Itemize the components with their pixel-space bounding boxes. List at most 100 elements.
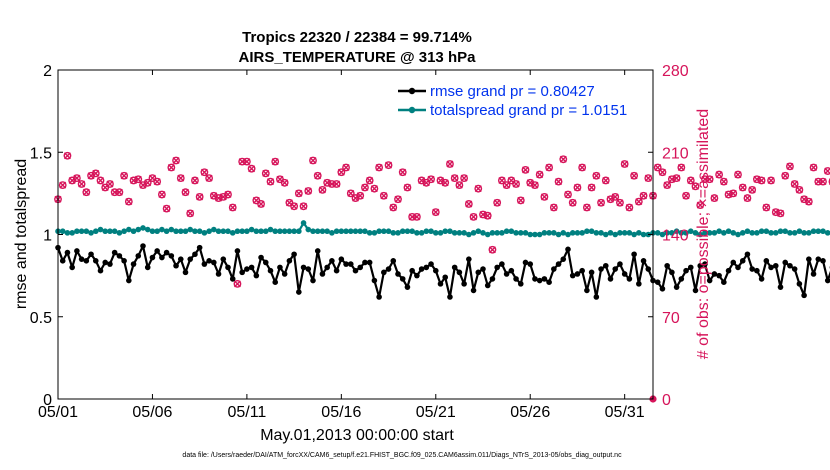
rmse-point bbox=[211, 259, 217, 266]
obs-possible-marker bbox=[398, 168, 407, 177]
obs-possible-marker bbox=[677, 163, 686, 172]
rmse-point bbox=[329, 258, 335, 264]
rmse-point bbox=[196, 244, 203, 251]
obs-assimilated-marker bbox=[418, 176, 426, 184]
rmse-point bbox=[404, 284, 411, 290]
totalspread-point bbox=[607, 230, 614, 236]
obs-possible-marker bbox=[705, 175, 714, 184]
totalspread-point bbox=[59, 228, 66, 235]
obs-possible-marker bbox=[719, 177, 728, 186]
obs-possible-marker bbox=[502, 181, 511, 190]
rmse-point bbox=[83, 258, 90, 264]
rmse-point bbox=[126, 277, 132, 284]
rmse-point bbox=[74, 248, 80, 254]
obs-possible-marker bbox=[620, 160, 629, 168]
obs-possible-marker bbox=[346, 189, 355, 198]
rmse-point bbox=[697, 262, 704, 269]
obs-assimilated-marker bbox=[602, 176, 610, 184]
rmse-point bbox=[470, 287, 477, 294]
obs-assimilated-marker bbox=[795, 186, 803, 194]
totalspread-point bbox=[272, 228, 279, 235]
totalspread-point bbox=[569, 230, 576, 236]
totalspread-point bbox=[669, 230, 675, 236]
obs-assimilated-marker bbox=[210, 192, 218, 200]
rmse-line bbox=[56, 244, 830, 299]
obs-assimilated-marker bbox=[375, 164, 383, 172]
rmse-point bbox=[163, 249, 170, 256]
rmse-point bbox=[267, 267, 274, 274]
rmse-point bbox=[739, 258, 746, 264]
totalspread-point bbox=[149, 228, 156, 235]
totalspread-point bbox=[551, 230, 557, 236]
rmse-point bbox=[612, 266, 619, 272]
totalspread-point bbox=[456, 230, 463, 236]
obs-possible-marker bbox=[379, 191, 388, 200]
y-axis-right-label: # of obs: o=possible; ×=assimilated bbox=[695, 109, 712, 359]
ticks-layer: 0 0.5 1 1.5 2 0 70 140 210 280 05/01 05/06 05/11 05/1… bbox=[30, 63, 689, 421]
x-tick-label: 05/11 bbox=[227, 404, 266, 421]
obs-possible-marker bbox=[795, 185, 804, 194]
rmse-point bbox=[593, 294, 600, 300]
totalspread-point bbox=[725, 228, 732, 235]
totalspread-point bbox=[697, 231, 704, 238]
totalspread-point bbox=[206, 228, 212, 235]
totalspread-point bbox=[702, 230, 708, 236]
totalspread-point bbox=[522, 230, 529, 236]
totalspread-point bbox=[503, 228, 510, 235]
totalspread-point bbox=[820, 228, 826, 235]
rmse-point bbox=[159, 254, 165, 261]
rmse-point bbox=[286, 258, 293, 264]
rmse-point bbox=[721, 279, 727, 286]
obs-possible-marker bbox=[521, 165, 530, 174]
spread-layer bbox=[55, 220, 830, 238]
obs-possible-marker bbox=[337, 168, 346, 177]
obs-assimilated-marker bbox=[243, 158, 251, 166]
totalspread-point bbox=[739, 230, 746, 236]
totalspread-point bbox=[64, 230, 71, 236]
rmse-point bbox=[244, 266, 250, 272]
obs-possible-marker bbox=[384, 161, 393, 170]
rmse-point bbox=[579, 267, 585, 274]
x-tick-label: 05/31 bbox=[605, 404, 645, 421]
obs-assimilated-marker bbox=[748, 186, 756, 194]
obs-assimilated-marker bbox=[200, 168, 208, 176]
obs-assimilated-marker bbox=[488, 246, 496, 254]
rmse-point bbox=[442, 274, 449, 281]
rmse-point bbox=[456, 269, 463, 276]
obs-assimilated-marker bbox=[399, 168, 407, 176]
totalspread-point bbox=[92, 228, 99, 235]
rmse-point bbox=[494, 264, 500, 271]
obs-possible-marker bbox=[512, 180, 520, 188]
rmse-point bbox=[225, 264, 231, 271]
totalspread-point bbox=[78, 228, 85, 235]
obs-possible-marker bbox=[630, 171, 639, 180]
obs-assimilated-marker bbox=[163, 205, 171, 213]
obs-possible-marker bbox=[228, 203, 237, 212]
totalspread-point bbox=[777, 228, 784, 235]
totalspread-point bbox=[692, 230, 699, 236]
obs-assimilated-marker bbox=[526, 179, 534, 187]
obs-possible-marker bbox=[559, 155, 568, 164]
obs-possible-marker bbox=[601, 176, 610, 185]
rmse-point bbox=[409, 267, 415, 274]
rmse-point bbox=[432, 267, 439, 274]
totalspread-point bbox=[196, 228, 203, 235]
y-right-tick-label: 70 bbox=[662, 310, 680, 327]
totalspread-point bbox=[215, 228, 222, 235]
obs-possible-marker bbox=[762, 203, 771, 212]
rmse-point bbox=[749, 266, 755, 272]
rmse-point bbox=[711, 271, 718, 277]
obs-assimilated-marker bbox=[191, 176, 199, 184]
x-tick-label: 05/26 bbox=[510, 404, 550, 421]
totalspread-point bbox=[806, 230, 812, 236]
rmse-point bbox=[343, 261, 349, 267]
totalspread-point bbox=[201, 230, 208, 236]
totalspread-point bbox=[470, 230, 477, 236]
obs-assimilated-marker bbox=[607, 195, 614, 203]
obs-possible-marker bbox=[653, 163, 662, 172]
rmse-point bbox=[253, 272, 260, 279]
obs-possible-marker bbox=[549, 203, 558, 212]
totalspread-point bbox=[291, 228, 297, 235]
obs-assimilated-marker bbox=[290, 202, 298, 210]
